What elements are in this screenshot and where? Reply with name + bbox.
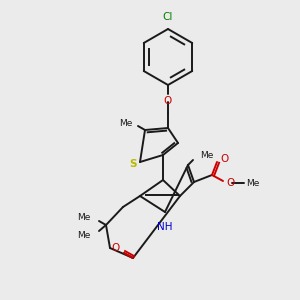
Text: Cl: Cl bbox=[163, 12, 173, 22]
Text: O: O bbox=[226, 178, 234, 188]
Text: Me: Me bbox=[78, 212, 91, 221]
Text: NH: NH bbox=[157, 222, 173, 232]
Text: O: O bbox=[112, 243, 120, 253]
Text: Me: Me bbox=[118, 118, 132, 127]
Text: Me: Me bbox=[246, 178, 260, 188]
Text: Me: Me bbox=[200, 151, 213, 160]
Text: S: S bbox=[129, 159, 137, 169]
Text: O: O bbox=[164, 96, 172, 106]
Text: Me: Me bbox=[78, 230, 91, 239]
Text: O: O bbox=[220, 154, 228, 164]
